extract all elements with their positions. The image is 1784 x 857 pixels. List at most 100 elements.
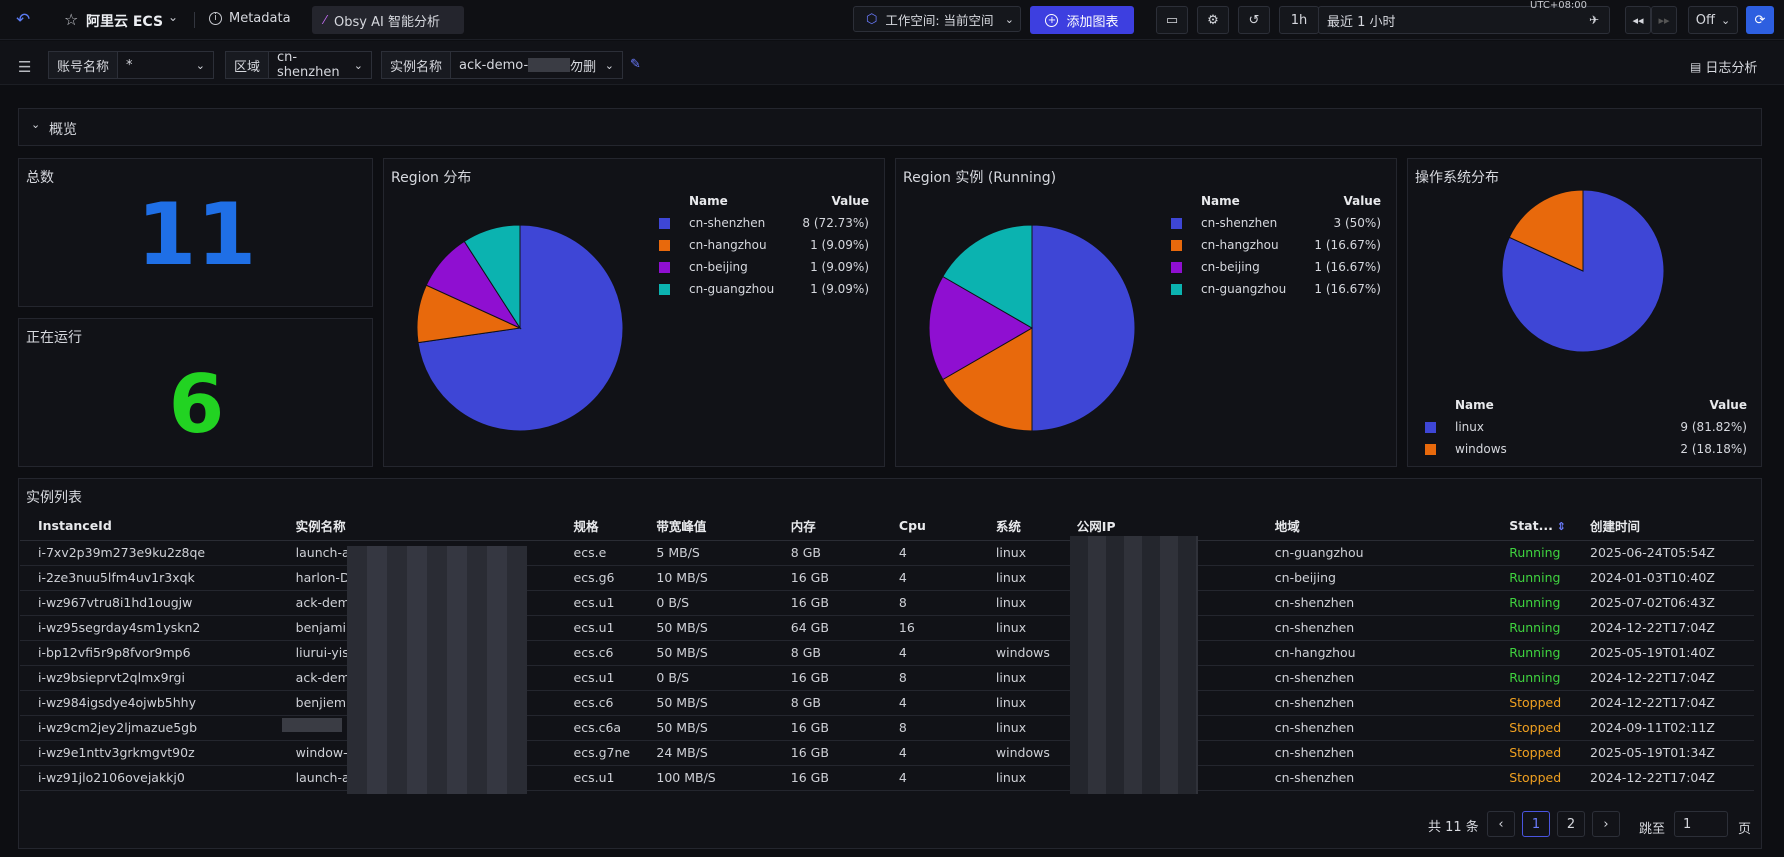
table-row[interactable]: i-wz95segrday4sm1yskn2 benjamir ecs.u1 50 M… [20,615,1754,641]
sort-icon[interactable]: ⇕ [1552,520,1566,534]
auto-refresh-value: Off [1695,12,1715,28]
history-button[interactable]: ↺ [1238,6,1270,34]
legend-item[interactable]: cn-guangzhou 1 (9.09%) [659,278,869,300]
pie-slice-cn-hangzhou[interactable] [942,327,1033,432]
legend-item[interactable]: cn-hangzhou 1 (9.09%) [659,234,869,256]
column-header[interactable]: 公网IP [1058,512,1257,541]
legend-item[interactable]: windows 2 (18.18%) [1425,438,1747,460]
pie-slice-cn-guangzhou[interactable] [463,224,521,330]
metadata-button[interactable]: Metadata [229,11,291,26]
column-header[interactable]: Cpu [880,512,978,541]
add-chart-button[interactable]: + 添加图表 [1030,6,1134,34]
instance-filter[interactable]: 实例名称 ack-demo- 勿删 ⌄ [381,51,623,79]
table-cell: linux [977,715,1059,741]
column-header[interactable]: 系统 [977,512,1059,541]
log-analysis-button[interactable]: ▤ 日志分析 [1690,57,1757,77]
table-cell: ecs.u1 [555,615,639,641]
table-cell: cn-guangzhou [1256,540,1492,566]
back-icon[interactable]: ↶ [16,10,31,30]
instance-list-title: 实例列表 [26,490,82,506]
workspace-select[interactable]: ⬡ 工作空间: 当前空间 ⌄ [853,6,1021,32]
column-header[interactable]: InstanceId [20,512,278,541]
legend-item[interactable]: cn-beijing 1 (16.67%) [1171,256,1381,278]
table-row[interactable]: i-7xv2p39m273e9ku2z8qe launch-ac ecs.e 5 MB… [20,540,1754,566]
edit-icon[interactable]: ✎ [630,57,641,72]
forward-button[interactable]: ▸▸ [1651,6,1677,34]
region-distribution-panel: Region 分布 Name Value cn-shenzhen 8 (72.73%)… [383,158,885,467]
rewind-button[interactable]: ◂◂ [1625,6,1651,34]
table-cell: 10 MB/S [638,565,773,591]
column-header[interactable]: 地域 [1256,512,1492,541]
chevron-down-icon: ⌄ [1004,12,1014,26]
column-header[interactable]: 带宽峰值 [638,512,773,541]
table-row[interactable]: i-wz9e1nttv3grkmgvt90z window-ecs.g7ne 24 … [20,740,1754,766]
legend-item[interactable]: cn-shenzhen 8 (72.73%) [659,212,869,234]
table-cell: Stopped [1491,715,1573,741]
table-cell: i-wz95segrday4sm1yskn2 [20,615,278,641]
table-row[interactable]: i-2ze3nuu5lfm4uv1r3xqk harlon-D ecs.g6 10 M… [20,565,1754,591]
column-header[interactable]: 实例名称 [277,512,556,541]
chevron-down-icon[interactable]: ⌄ [168,10,179,24]
legend-item[interactable]: cn-beijing 1 (9.09%) [659,256,869,278]
legend-item[interactable]: cn-guangzhou 1 (16.67%) [1171,278,1381,300]
table-cell: 8 GB [772,540,881,566]
overview-title: 概览 [49,122,77,138]
table-cell: 16 GB [772,590,881,616]
table-cell: cn-shenzhen [1256,615,1492,641]
pie-slice-windows[interactable] [1508,189,1584,272]
table-cell: 64 GB [772,615,881,641]
page-2-button[interactable]: 2 [1557,811,1585,837]
star-icon[interactable]: ☆ [64,10,79,29]
table-cell: 8 GB [772,640,881,666]
pie-slice-cn-beijing[interactable] [928,275,1033,381]
page-1-button[interactable]: 1 [1522,811,1550,837]
jump-page-input[interactable]: 1 [1674,811,1728,837]
column-header[interactable]: 创建时间 [1572,512,1754,541]
region-filter[interactable]: 区域 cn-shenzhen ⌄ [225,50,372,80]
table-cell: cn-shenzhen [1256,690,1492,716]
table-row[interactable]: i-wz967vtru8i1hd1ougjw ack-demc ecs.u1 0 B/… [20,590,1754,616]
tv-mode-button[interactable]: ▭ [1156,6,1188,34]
os-distribution-pie [1501,189,1665,353]
refresh-button[interactable]: ⟳ [1746,6,1774,34]
account-filter[interactable]: 账号名称 * ⌄ [48,51,214,79]
table-row[interactable]: i-wz91jlo2106ovejakkj0 launch-ac ecs.u1 100… [20,765,1754,791]
instance-filter-value-suffix: 勿删 [570,59,597,75]
pin-icon[interactable]: ✈ [1588,13,1599,27]
column-header[interactable]: 内存 [772,512,881,541]
legend-value: 1 (16.67%) [1314,260,1381,274]
column-header[interactable]: Stat... ⇕ [1491,512,1573,541]
table-cell: linux [977,665,1059,691]
auto-refresh-select[interactable]: Off ⌄ [1688,6,1738,34]
table-cell: ecs.c6 [555,690,639,716]
overview-section-header[interactable]: ⌄ 概览 [18,108,1762,146]
table-cell: Stopped [1491,765,1573,791]
legend-swatch [659,239,670,251]
obsy-ai-button[interactable]: ⁄ Obsy AI 智能分析 [312,6,464,34]
pie-slice-cn-shenzhen[interactable] [1031,224,1136,432]
table-row[interactable]: i-bp12vfi5r9p8fvor9mp6 liurui-yisl ecs.c6 5… [20,640,1754,666]
table-cell: ecs.g6 [555,565,639,591]
pie-slice-cn-guangzhou[interactable] [942,224,1033,329]
prev-page-button[interactable]: ‹ [1487,811,1515,837]
legend-item[interactable]: cn-hangzhou 1 (16.67%) [1171,234,1381,256]
filter-icon[interactable]: ☰ [18,58,32,76]
divider [194,12,195,28]
table-row[interactable]: i-wz984igsdye4ojwb5hhy benjiemi ecs.c6 50 M… [20,690,1754,716]
time-range-picker[interactable]: 最近 1 小时 ✈ [1318,6,1610,34]
legend-swatch [1425,421,1436,433]
table-cell: ecs.e [555,540,639,566]
refresh-icon: ⟳ [1754,12,1766,28]
instance-table: InstanceId 实例名称 规格 带宽峰值 内存 Cpu 系统 公网IP 地域 Stat...… [20,512,1754,791]
legend-label: cn-beijing [1201,260,1260,274]
table-row[interactable]: i-wz9cm2jey2ljmazue5gb ecs.c6a 50 MB/S 16 G… [20,715,1754,741]
next-page-button[interactable]: › [1592,811,1620,837]
region-running-pie [928,224,1136,432]
legend-item[interactable]: cn-shenzhen 3 (50%) [1171,212,1381,234]
legend-item[interactable]: linux 9 (81.82%) [1425,416,1747,438]
column-header[interactable]: 规格 [555,512,639,541]
table-row[interactable]: i-wz9bsieprvt2qlmx9rgi ack-demc ecs.u1 0 B/… [20,665,1754,691]
settings-button[interactable]: ⚙ [1197,6,1229,34]
dashboard-title[interactable]: 阿里云 ECS [86,14,164,30]
time-range-short[interactable]: 1h [1279,6,1319,34]
